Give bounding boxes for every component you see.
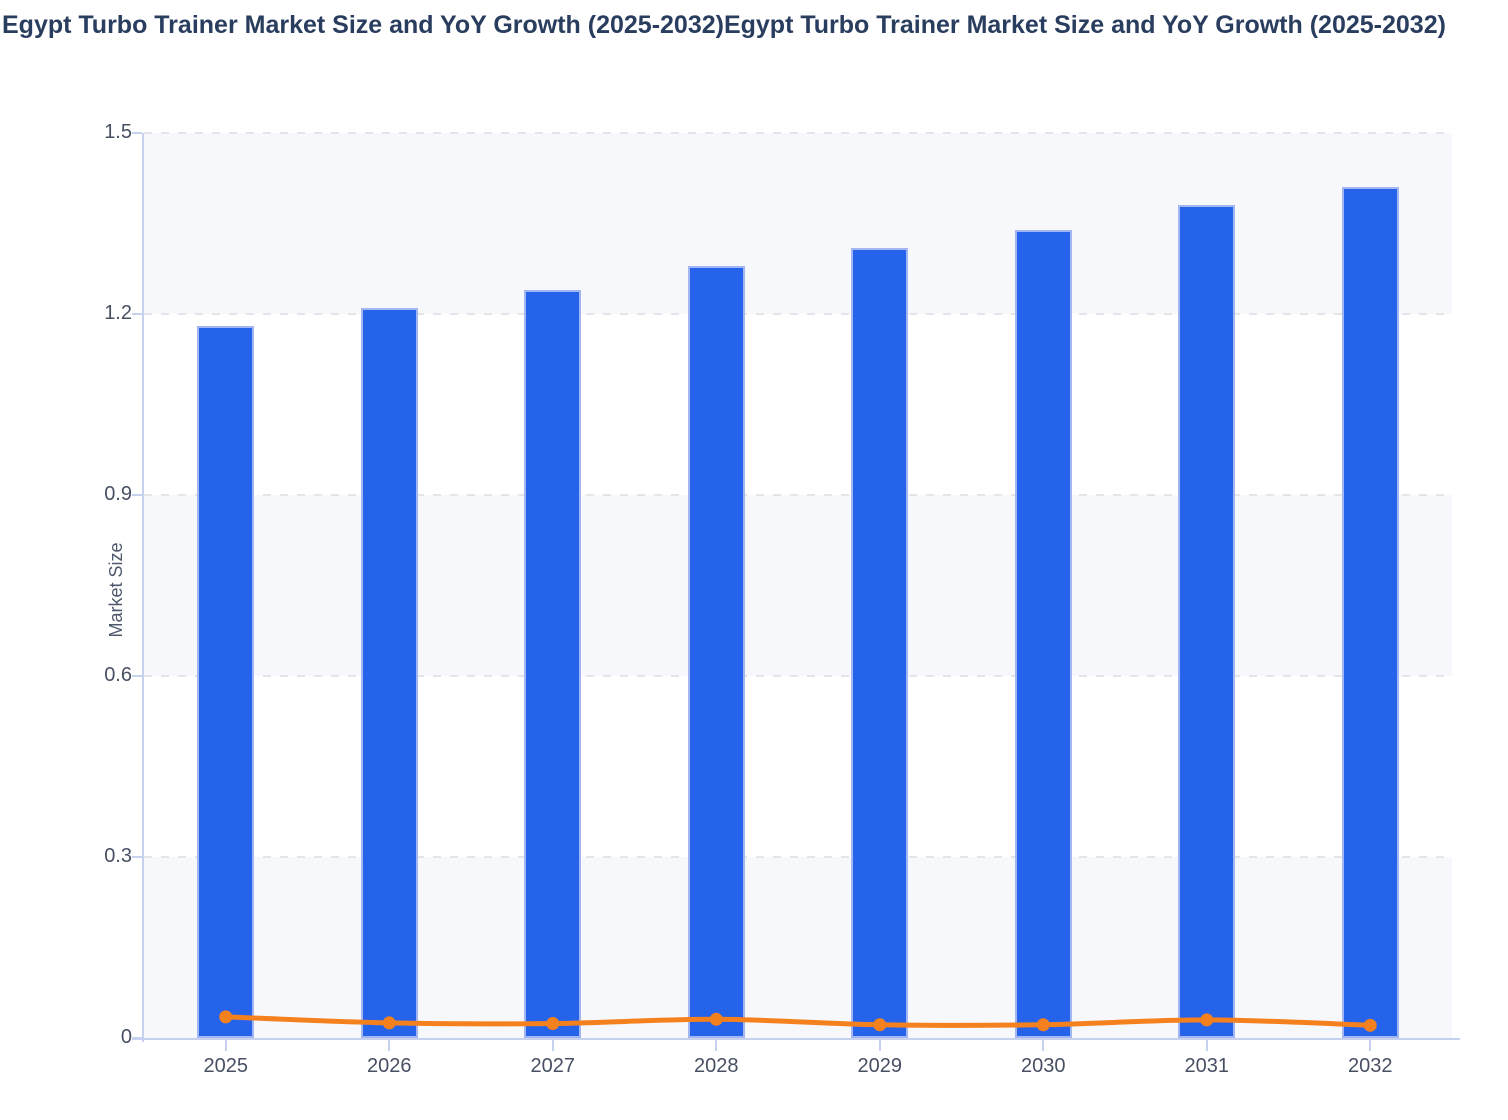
x-tick-label: 2030: [1021, 1055, 1066, 1077]
y-tick-label: 0.6: [104, 664, 132, 686]
x-tick-label: 2027: [530, 1055, 576, 1077]
x-axis-tick: [1369, 1040, 1372, 1051]
gridline: [144, 856, 1452, 858]
x-axis-tick: [551, 1040, 554, 1051]
x-axis-tick: [388, 1040, 391, 1051]
x-tick-label: 2031: [1184, 1055, 1230, 1077]
yoy-marker-2030: [1036, 1018, 1050, 1032]
x-tick-label: 2032: [1348, 1055, 1393, 1077]
bar-2026: [360, 307, 418, 1038]
yoy-marker-2028: [709, 1012, 723, 1026]
y-axis-tick: [132, 856, 142, 858]
y-tick-label: 1.5: [104, 121, 132, 143]
x-axis-tick: [1205, 1040, 1208, 1051]
x-tick-label: 2026: [367, 1055, 412, 1077]
gridline: [144, 132, 1452, 134]
y-axis-line: [142, 133, 144, 1042]
gridline: [144, 313, 1452, 315]
x-axis-tick: [1042, 1040, 1045, 1051]
yoy-marker-2025: [219, 1010, 233, 1024]
x-tick-label: 2029: [857, 1055, 903, 1077]
y-tick-label: 0: [120, 1026, 132, 1048]
y-axis-tick: [132, 675, 142, 677]
y-tick-label: 0.3: [104, 845, 132, 867]
bar-2032: [1341, 187, 1399, 1038]
yoy-marker-2026: [382, 1016, 396, 1030]
x-axis-tick: [878, 1040, 881, 1051]
y-tick-label: 1.2: [104, 302, 132, 324]
yoy-marker-2032: [1363, 1018, 1377, 1032]
gridline: [144, 494, 1452, 496]
yoy-growth-line: [223, 1014, 1373, 1028]
y-axis-tick: [132, 494, 142, 496]
gridline: [144, 675, 1452, 677]
x-axis-line: [132, 1038, 1460, 1040]
yoy-marker-2029: [873, 1018, 887, 1032]
yoy-growth-line-layer: [219, 1010, 1377, 1032]
y-tick-label: 0.9: [104, 483, 132, 505]
bar-2030: [1014, 229, 1072, 1038]
bar-2027: [524, 289, 582, 1038]
x-tick-label: 2028: [694, 1055, 739, 1077]
yoy-marker-2027: [546, 1017, 560, 1031]
bar-2031: [1178, 205, 1236, 1038]
plot-area: Market Size 0 0.3 0.6 0.9 1.2 1.5 2025 2026 2027…: [104, 121, 1460, 1077]
bar-2025: [197, 326, 255, 1038]
chart-title: Egypt Turbo Trainer Market Size and YoY …: [2, 11, 1446, 39]
yoy-marker-2031: [1200, 1013, 1214, 1027]
x-tick-label: 2025: [203, 1055, 249, 1077]
y-axis-title: Market Size: [106, 542, 126, 638]
y-axis-tick: [132, 132, 142, 134]
x-axis-tick: [715, 1040, 718, 1051]
x-axis-tick: [224, 1040, 227, 1051]
bar-2028: [687, 265, 745, 1038]
bar-2029: [851, 247, 909, 1038]
y-axis-tick: [132, 313, 142, 315]
